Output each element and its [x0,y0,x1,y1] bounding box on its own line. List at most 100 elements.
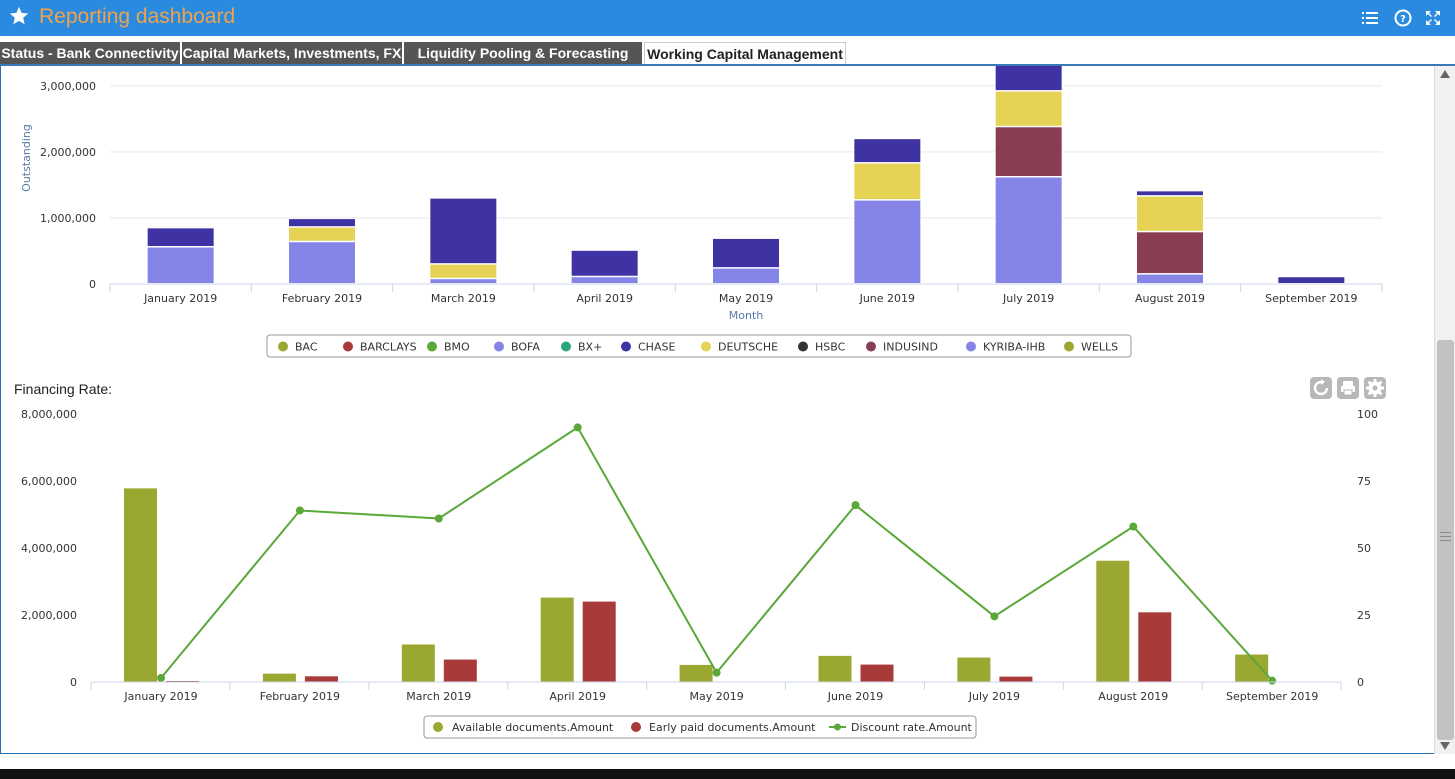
y-right-tick-label: 100 [1357,408,1378,421]
bar-available-documents-amount-march-2019 [401,644,435,682]
x-tick-label: June 2019 [827,690,883,703]
discount-point-january-2019 [157,673,165,682]
bar-early-paid-documents-amount-january-2019 [166,680,199,682]
legend-marker-bofa [494,341,504,352]
legend-label-bac: BAC [295,341,318,354]
bar-deutsche-february-2019 [288,226,356,242]
x-tick-label: August 2019 [1098,690,1168,703]
x-tick-label: April 2019 [549,690,606,703]
legend-marker-hsbc [798,341,808,352]
x-tick-label: September 2019 [1265,292,1357,305]
discount-point-may-2019 [712,668,721,677]
y-tick-label: 2,000,000 [40,146,96,159]
y-left-tick-label: 6,000,000 [21,475,77,488]
x-tick-label: February 2019 [260,690,340,703]
vertical-scrollbar[interactable] [1434,66,1455,754]
legend-marker-discount [834,723,841,731]
legend-marker-bx [561,341,571,352]
x-axis-title: Month [729,309,764,322]
legend-marker-deutsche [701,341,711,352]
bar-available-documents-amount-april-2019 [540,597,574,682]
y-left-tick-label: 4,000,000 [21,542,77,555]
list-icon[interactable] [1361,9,1379,27]
bar-chase-august-2019 [1136,190,1204,197]
tab-bar: Status - Bank Connectivity Capital Marke… [0,42,1455,66]
legend-label-bmo: BMO [444,341,470,354]
tab-bank-connectivity[interactable]: Status - Bank Connectivity [0,42,180,64]
y-left-tick-label: 8,000,000 [21,408,77,421]
y-axis-title: Outstanding [20,124,33,192]
bar-chase-may-2019 [712,237,780,269]
bar-deutsche-march-2019 [429,263,498,279]
legend-marker-available [433,722,443,732]
bar-available-documents-amount-january-2019 [124,488,157,682]
refresh-icon[interactable] [1310,377,1332,399]
star-icon[interactable] [8,5,30,27]
svg-text:?: ? [1400,14,1406,25]
bar-chase-january-2019 [146,227,215,248]
legend-box [266,334,1132,358]
bar-kyriba-ihb-july-2019 [994,176,1063,284]
discount-point-february-2019 [295,506,304,515]
y-right-tick-label: 25 [1357,609,1371,622]
expand-icon[interactable] [1424,9,1442,27]
scrollbar-thumb[interactable] [1437,340,1454,740]
bar-kyriba-ihb-february-2019 [288,241,356,284]
x-tick-label: May 2019 [719,292,773,305]
bottom-bar [0,769,1455,779]
x-tick-label: January 2019 [143,292,217,305]
x-tick-label: May 2019 [689,690,743,703]
tab-working-capital[interactable]: Working Capital Management [644,42,846,64]
bar-available-documents-amount-february-2019 [262,673,296,682]
legend-label-indusind: INDUSIND [883,341,938,354]
y-left-tick-label: 0 [70,676,77,689]
bar-early-paid-documents-amount-july-2019 [999,676,1033,682]
legend-label-discount: Discount rate.Amount [851,721,973,734]
print-icon[interactable] [1337,377,1359,399]
x-tick-label: April 2019 [576,292,633,305]
bar-kyriba-ihb-june-2019 [853,199,922,284]
financing-rate-title: Financing Rate: [14,381,113,397]
tab-capital-markets[interactable]: Capital Markets, Investments, FX [182,42,402,64]
y-right-tick-label: 50 [1357,542,1371,555]
bar-chase-february-2019 [288,218,356,228]
bar-early-paid-documents-amount-march-2019 [443,659,477,682]
legend-label-bx: BX+ [578,341,602,354]
discount-point-march-2019 [434,514,443,523]
bar-chase-april-2019 [570,249,639,277]
legend-label-bofa: BOFA [511,341,540,354]
legend-label-available: Available documents.Amount [452,721,614,734]
bar-chase-march-2019 [429,197,498,265]
legend-label-kyriba-ihb: KYRIBA-IHB [983,341,1045,354]
gear-icon[interactable] [1364,377,1386,399]
bar-deutsche-july-2019 [994,90,1063,127]
legend-marker-chase [621,341,631,352]
legend-label-deutsche: DEUTSCHE [718,341,778,354]
tab-liquidity-pooling[interactable]: Liquidity Pooling & Forecasting [404,42,642,64]
bar-deutsche-august-2019 [1136,195,1204,232]
legend-box [423,715,977,739]
tab-underline [0,64,1455,66]
bar-kyriba-ihb-april-2019 [570,276,639,285]
discount-point-june-2019 [851,501,860,510]
legend-label-wells: WELLS [1081,341,1118,354]
legend-label-barclays: BARCLAYS [360,341,417,354]
x-tick-label: January 2019 [123,690,197,703]
outstanding-bar-chart: 0 1,000,000 2,000,000 3,000,000 January 2019… [20,66,1383,358]
content-panel [0,66,1434,754]
discount-point-august-2019 [1129,522,1138,531]
scroll-up-icon[interactable] [1440,70,1450,78]
x-tick-label: August 2019 [1135,292,1205,305]
bar-kyriba-ihb-march-2019 [429,278,498,284]
bar-early-paid-documents-amount-february-2019 [304,676,338,682]
scroll-down-icon[interactable] [1440,742,1450,750]
header-bar: Reporting dashboard ? [0,0,1455,36]
bar-chase-july-2019 [994,66,1063,92]
x-tick-label: March 2019 [431,292,496,305]
y-right-tick-label: 0 [1357,676,1364,689]
bar-chase-september-2019 [1277,276,1346,285]
legend-marker-indusind [866,341,876,352]
help-icon[interactable]: ? [1394,9,1412,27]
legend-label-earlypaid: Early paid documents.Amount [649,721,816,734]
bar-chase-june-2019 [853,138,922,164]
